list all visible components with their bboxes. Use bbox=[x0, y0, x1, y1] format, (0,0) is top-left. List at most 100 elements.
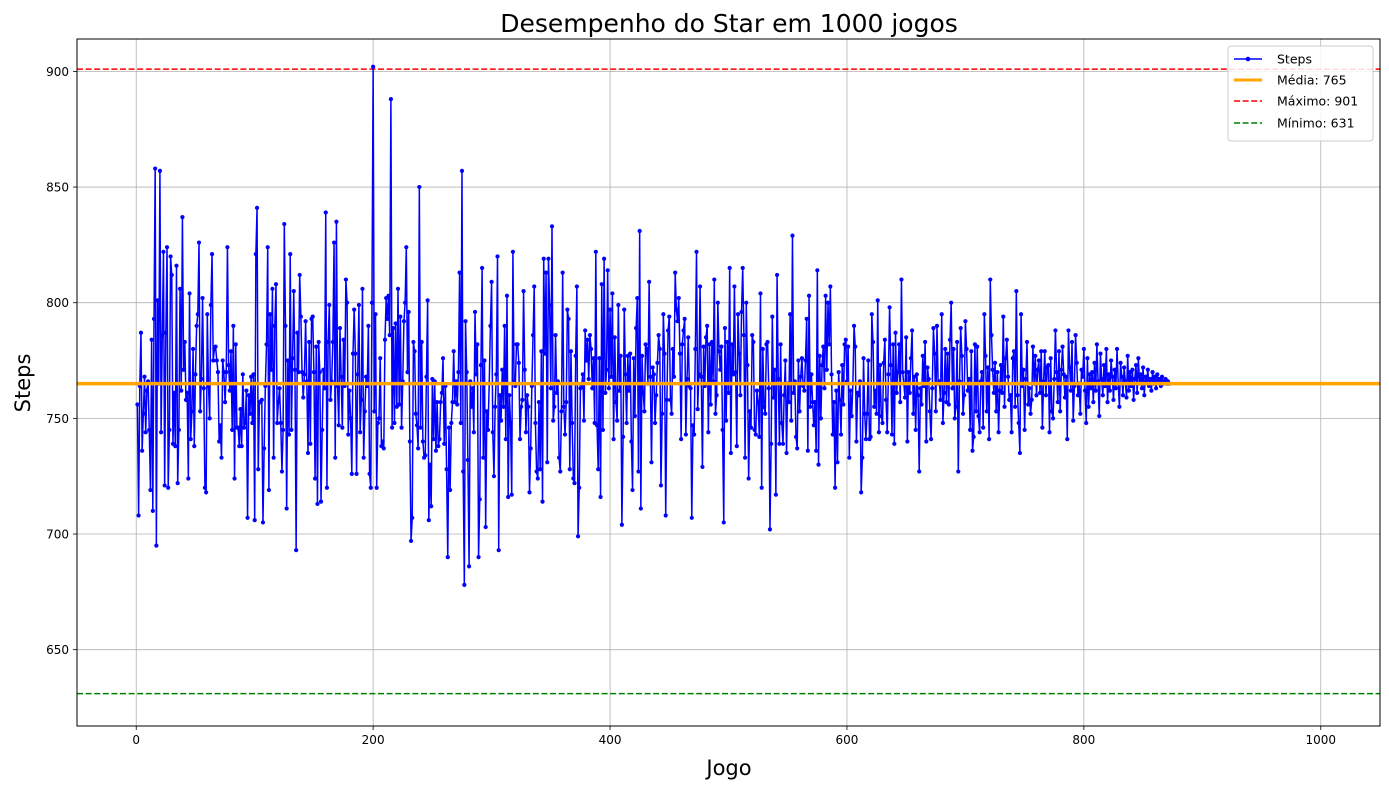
steps-data-point bbox=[567, 467, 572, 472]
steps-data-point bbox=[557, 455, 562, 460]
steps-data-point bbox=[1135, 390, 1140, 396]
steps-data-point bbox=[720, 427, 725, 433]
steps-data-point bbox=[160, 332, 165, 338]
steps-data-point bbox=[1120, 393, 1126, 398]
steps-data-point bbox=[1052, 376, 1057, 382]
steps-data-point bbox=[1062, 395, 1068, 400]
steps-data-point bbox=[497, 393, 502, 398]
steps-data-point bbox=[1007, 397, 1012, 402]
steps-data-point bbox=[288, 252, 293, 257]
legend-steps-marker bbox=[1245, 56, 1251, 62]
steps-data-point bbox=[1098, 351, 1103, 356]
steps-data-point bbox=[926, 376, 931, 382]
steps-data-point bbox=[953, 404, 959, 409]
steps-data-point bbox=[276, 400, 281, 405]
steps-data-point bbox=[927, 409, 932, 414]
steps-data-point bbox=[605, 268, 610, 273]
steps-data-point bbox=[568, 349, 574, 354]
steps-data-point bbox=[1018, 312, 1024, 317]
steps-data-point bbox=[436, 444, 441, 449]
steps-data-point bbox=[322, 386, 327, 391]
steps-data-point bbox=[729, 342, 735, 347]
steps-data-point bbox=[616, 302, 621, 308]
steps-data-point bbox=[654, 393, 659, 398]
steps-data-point bbox=[380, 439, 385, 444]
steps-data-point bbox=[796, 358, 801, 363]
steps-data-point bbox=[1094, 342, 1099, 347]
steps-data-point bbox=[469, 404, 474, 409]
steps-data-point bbox=[251, 372, 256, 377]
steps-data-point bbox=[373, 312, 378, 317]
steps-data-point bbox=[475, 342, 480, 347]
steps-data-point bbox=[825, 300, 831, 305]
steps-data-point bbox=[397, 402, 402, 407]
steps-data-point bbox=[461, 469, 466, 474]
steps-data-point bbox=[675, 319, 680, 324]
steps-data-point bbox=[827, 342, 832, 347]
steps-data-point bbox=[949, 300, 954, 305]
steps-data-point bbox=[615, 418, 620, 423]
steps-data-point bbox=[779, 420, 784, 426]
steps-data-point bbox=[195, 312, 200, 317]
steps-data-point bbox=[709, 339, 715, 345]
steps-data-point bbox=[872, 404, 877, 409]
steps-data-point bbox=[493, 404, 498, 409]
steps-data-point bbox=[817, 353, 822, 358]
steps-data-point bbox=[1091, 400, 1096, 405]
steps-data-point bbox=[1082, 388, 1088, 393]
steps-data-point bbox=[725, 339, 730, 345]
steps-data-point bbox=[694, 249, 699, 254]
steps-data-point bbox=[843, 337, 848, 342]
steps-data-point bbox=[483, 524, 488, 530]
steps-data-point bbox=[917, 469, 922, 474]
steps-data-point bbox=[732, 284, 737, 289]
steps-data-point bbox=[1056, 349, 1062, 354]
steps-data-point bbox=[157, 168, 163, 173]
steps-data-point bbox=[1132, 376, 1137, 382]
steps-data-point bbox=[584, 358, 589, 363]
steps-data-point bbox=[1092, 360, 1097, 365]
steps-data-point bbox=[752, 427, 757, 433]
steps-data-point bbox=[834, 388, 839, 393]
steps-data-point bbox=[836, 369, 841, 375]
steps-data-point bbox=[407, 439, 412, 444]
steps-data-point bbox=[425, 298, 430, 303]
steps-data-point bbox=[1110, 374, 1115, 379]
steps-data-point bbox=[905, 439, 910, 444]
steps-data-point bbox=[175, 481, 180, 486]
steps-data-point bbox=[750, 332, 755, 338]
steps-data-point bbox=[154, 543, 159, 548]
steps-data-point bbox=[310, 314, 315, 319]
steps-data-point bbox=[535, 476, 540, 481]
steps-data-point bbox=[1071, 418, 1076, 423]
steps-data-point bbox=[463, 319, 468, 324]
steps-data-point bbox=[343, 277, 348, 282]
steps-data-point bbox=[456, 369, 461, 375]
steps-data-point bbox=[336, 423, 341, 428]
steps-data-point bbox=[1036, 358, 1041, 363]
steps-data-point bbox=[498, 418, 504, 423]
steps-data-point bbox=[196, 240, 202, 245]
steps-data-point bbox=[151, 316, 157, 321]
steps-data-point bbox=[821, 344, 826, 349]
steps-data-point bbox=[804, 316, 809, 321]
steps-data-point bbox=[161, 249, 166, 254]
steps-data-point bbox=[138, 330, 144, 335]
steps-data-point bbox=[267, 312, 273, 317]
steps-data-point bbox=[417, 184, 422, 190]
steps-data-point bbox=[247, 411, 253, 416]
steps-data-point bbox=[228, 349, 234, 354]
steps-data-point bbox=[214, 358, 219, 363]
steps-data-point bbox=[782, 393, 787, 398]
steps-data-point bbox=[374, 485, 379, 490]
steps-data-point bbox=[669, 411, 674, 416]
steps-data-point bbox=[265, 245, 270, 250]
steps-data-point bbox=[853, 344, 858, 349]
steps-data-point bbox=[648, 374, 653, 379]
steps-data-point bbox=[502, 323, 507, 328]
steps-data-point bbox=[477, 497, 482, 502]
steps-data-point bbox=[771, 395, 776, 400]
steps-data-point bbox=[692, 432, 697, 437]
steps-data-point bbox=[346, 432, 351, 437]
